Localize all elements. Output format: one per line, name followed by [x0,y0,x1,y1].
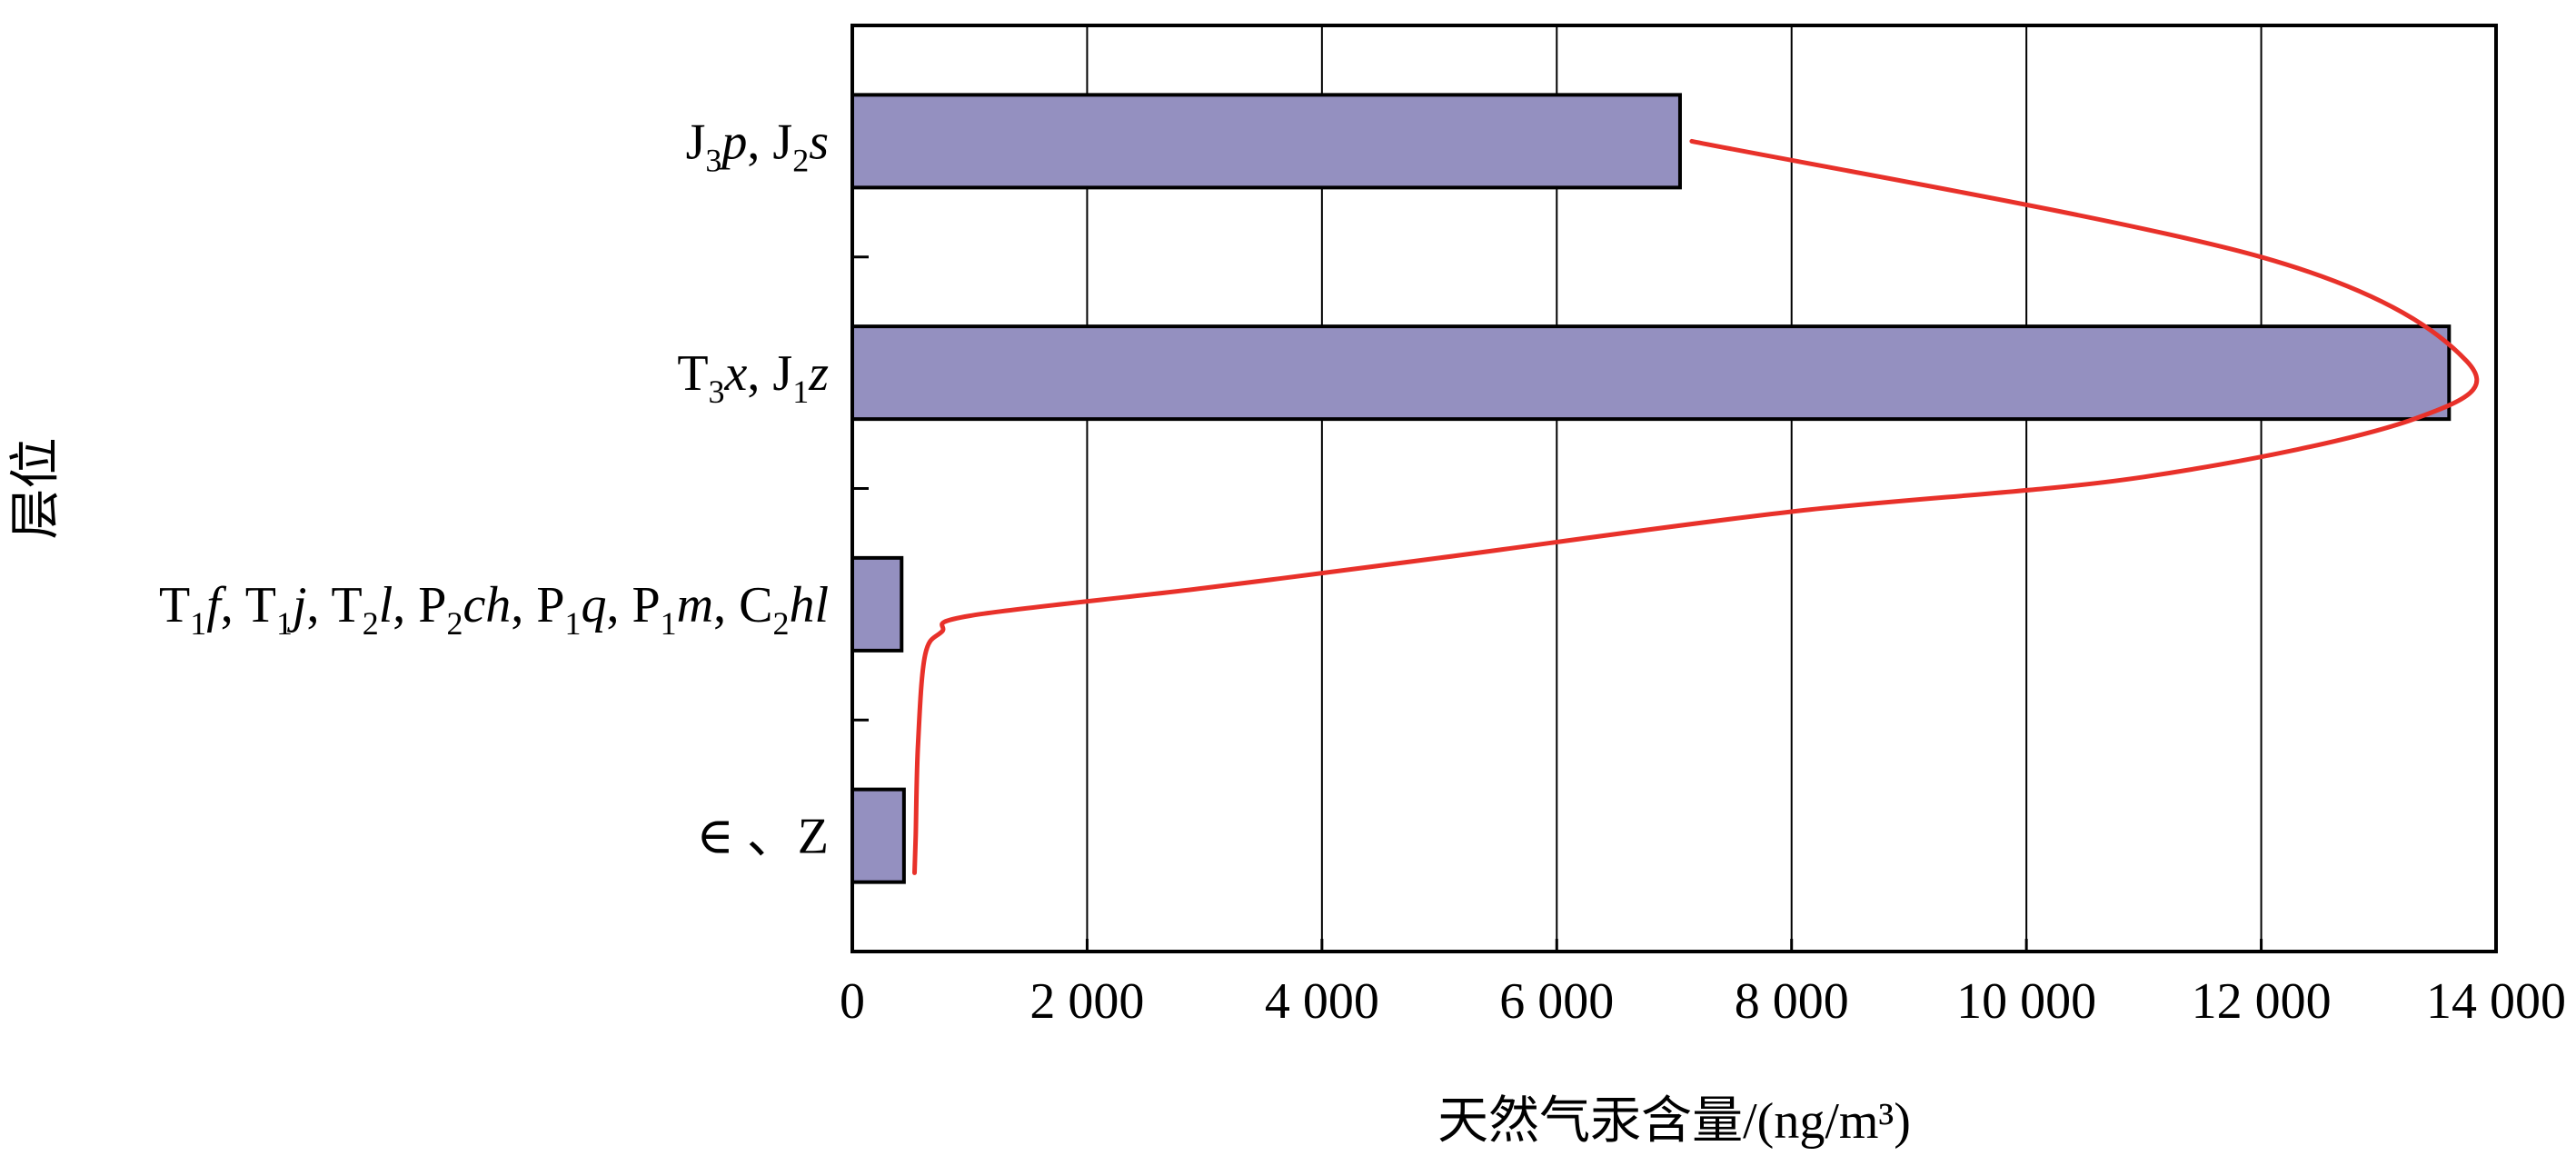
x-tick-label: 2 000 [1029,973,1144,1030]
trend-curve [912,138,2480,875]
x-tick-label: 6 000 [1499,973,1614,1030]
x-tick-label: 10 000 [1956,973,2096,1030]
y-category-label: J3p, J2s [686,114,829,178]
x-tick-label: 14 000 [2426,973,2566,1030]
x-tick-label: 0 [840,973,865,1030]
y-category-label: ∈ 、Z [696,809,829,865]
axis-ticks [850,255,2498,952]
trend-curve-group [912,138,2480,875]
bar [850,324,2452,422]
x-tick-labels: 0 2 000 4 000 6 000 8 000 10 000 12 000 14 000 [840,973,2566,1030]
y-category-label: T1f, T1j, T2l, P2ch, P1q, P1m, C2hl [159,577,829,642]
x-axis-title: 天然气汞含量/(ng/m³) [1437,1093,1911,1150]
x-tick-label: 12 000 [2192,973,2332,1030]
x-tick-label: 8 000 [1735,973,1849,1030]
y-tick-labels: J3p, J2s T3x, J1z T1f, T1j, T2l, P2ch, P1q… [159,114,829,864]
y-axis-title: 层位 [8,438,65,540]
bars [850,93,2452,884]
bar [850,787,906,884]
bar [850,555,904,653]
y-category-label: T3x, J1z [677,345,829,410]
bar [850,93,1682,190]
x-tick-label: 4 000 [1265,973,1379,1030]
